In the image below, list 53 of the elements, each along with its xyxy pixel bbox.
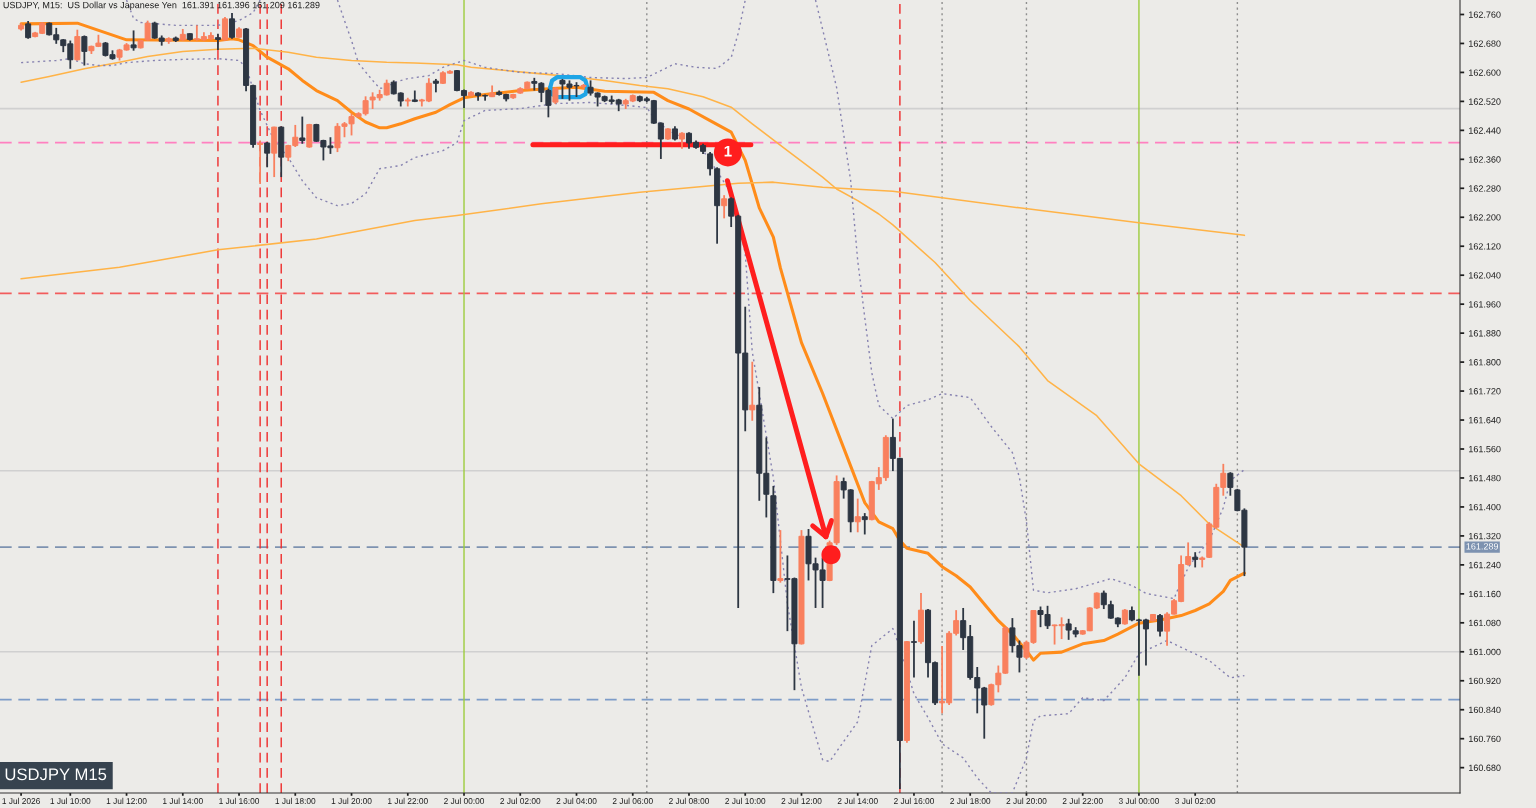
- y-tick-label: 162.120: [1469, 243, 1501, 250]
- x-tick-label: 1 Jul 2026: [2, 797, 40, 804]
- y-tick-label: 160.920: [1469, 677, 1501, 685]
- y-tick-label: 161.160: [1469, 590, 1501, 598]
- x-tick-label: 1 Jul 12:00: [106, 797, 147, 804]
- annotation: USDJPY M15: [5, 768, 107, 781]
- x-tick-label: 3 Jul 02:00: [1175, 797, 1216, 804]
- annotation: 1: [724, 145, 732, 157]
- x-tick-label: 1 Jul 20:00: [331, 797, 372, 804]
- y-tick-label: 161.080: [1469, 619, 1501, 627]
- x-tick-label: 2 Jul 14:00: [837, 797, 878, 804]
- y-tick-label: 161.720: [1469, 388, 1501, 395]
- x-tick-label: 1 Jul 22:00: [388, 797, 428, 804]
- y-tick-label: 161.640: [1469, 417, 1501, 424]
- x-tick-label: 1 Jul 18:00: [275, 797, 316, 804]
- y-tick-label: 161.000: [1469, 648, 1501, 656]
- x-tick-label: 2 Jul 04:00: [556, 797, 597, 804]
- y-tick-label: 161.960: [1469, 301, 1501, 308]
- y-tick-label: 162.760: [1469, 11, 1501, 18]
- x-tick-label: 2 Jul 20:00: [1006, 797, 1047, 804]
- x-tick-label: 2 Jul 18:00: [950, 797, 991, 804]
- chart-title: USDJPY, M15: US Dollar vs Japanese Yen 161.391 161.396 161.209 161.289: [3, 1, 320, 10]
- y-tick-label: 161.800: [1469, 359, 1501, 366]
- x-tick-label: 2 Jul 00:00: [444, 797, 485, 804]
- x-tick-label: 2 Jul 16:00: [894, 797, 935, 804]
- y-tick-label: 161.880: [1469, 330, 1501, 337]
- y-tick-label: 161.400: [1469, 503, 1501, 511]
- x-tick-label: 1 Jul 14:00: [163, 797, 203, 804]
- y-tick-label: 161.480: [1469, 474, 1501, 482]
- x-tick-label: 2 Jul 12:00: [781, 797, 822, 804]
- x-tick-label: 1 Jul 10:00: [50, 797, 91, 804]
- y-tick-label: 162.200: [1469, 214, 1501, 221]
- y-tick-label: 162.600: [1469, 69, 1501, 76]
- y-tick-label: 161.320: [1469, 532, 1501, 540]
- ref-line-label: 161.289: [1466, 543, 1499, 550]
- x-tick-label: 2 Jul 10:00: [725, 797, 766, 804]
- y-tick-label: 162.040: [1469, 272, 1501, 279]
- x-tick-label: 3 Jul 00:00: [1118, 797, 1159, 804]
- y-tick-label: 162.280: [1469, 185, 1501, 192]
- y-tick-label: 161.560: [1469, 445, 1501, 453]
- y-tick-label: 162.520: [1469, 98, 1501, 105]
- x-tick-label: 1 Jul 16:00: [219, 797, 260, 804]
- x-tick-label: 2 Jul 08:00: [669, 797, 710, 804]
- y-tick-label: 160.680: [1469, 764, 1501, 772]
- x-tick-label: 2 Jul 02:00: [500, 797, 541, 804]
- y-tick-label: 161.240: [1469, 561, 1501, 569]
- y-tick-label: 162.360: [1469, 156, 1501, 163]
- y-tick-label: 160.760: [1469, 735, 1501, 743]
- x-tick-label: 2 Jul 22:00: [1062, 797, 1103, 804]
- y-tick-label: 160.840: [1469, 706, 1501, 714]
- x-tick-label: 2 Jul 06:00: [612, 797, 653, 804]
- y-tick-label: 162.680: [1469, 40, 1501, 47]
- y-tick-label: 162.440: [1469, 127, 1501, 134]
